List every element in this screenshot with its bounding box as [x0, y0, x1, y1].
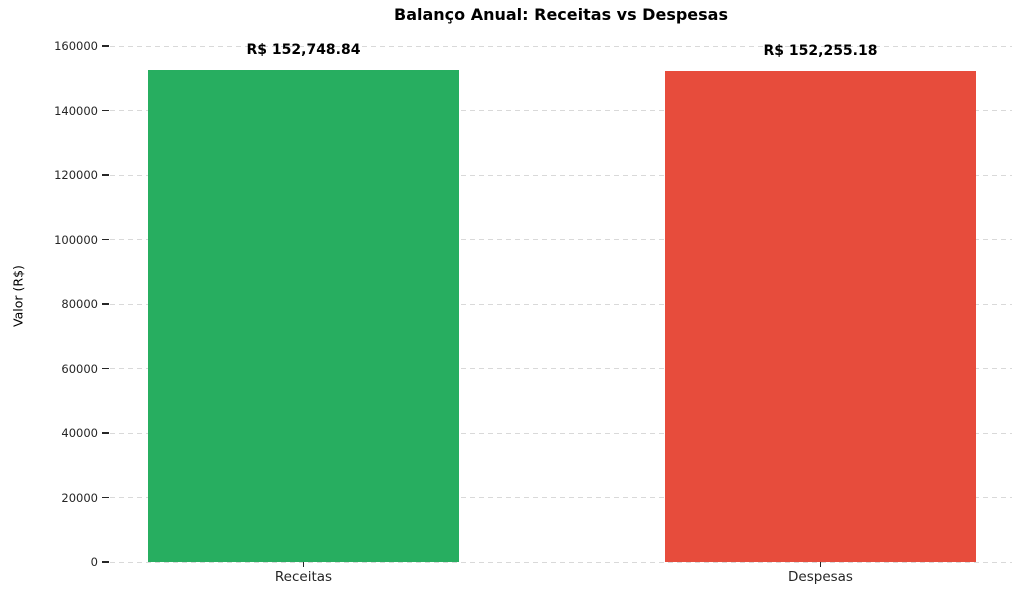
y-tick-label-60000: 60000 — [61, 361, 98, 376]
y-tick-mark-120000 — [102, 174, 109, 176]
y-tick-label-0: 0 — [90, 555, 98, 569]
y-tick-label-140000: 140000 — [54, 103, 98, 118]
x-tick-mark-receitas — [302, 562, 305, 567]
y-tick-label-100000: 100000 — [54, 232, 98, 247]
y-tick-mark-140000 — [102, 109, 109, 112]
bar-despesas — [665, 71, 976, 562]
y-tick-mark-20000 — [102, 496, 109, 499]
y-tick-label-40000: 40000 — [61, 426, 98, 441]
bar-value-label-receitas: R$ 152,748.84 — [246, 41, 361, 58]
y-tick-label-120000: 120000 — [54, 168, 98, 183]
bar-receitas — [148, 69, 459, 562]
chart-title: Balanço Anual: Receitas vs Despesas — [394, 5, 728, 24]
y-tick-mark-40000 — [102, 432, 109, 434]
x-tick-label-receitas: Receitas — [274, 569, 333, 585]
y-tick-mark-0 — [102, 561, 109, 563]
y-tick-mark-100000 — [102, 238, 109, 241]
y-tick-mark-80000 — [102, 303, 109, 305]
y-tick-label-160000: 160000 — [54, 39, 98, 54]
bar-value-label-despesas: R$ 152,255.18 — [763, 43, 878, 60]
y-tick-label-80000: 80000 — [61, 297, 98, 312]
y-tick-mark-160000 — [102, 45, 109, 47]
y-tick-label-20000: 20000 — [61, 490, 98, 505]
y-axis-label: Valor (R$) — [10, 265, 26, 327]
y-tick-mark-60000 — [102, 367, 109, 370]
x-tick-mark-despesas — [819, 562, 822, 567]
x-tick-label-despesas: Despesas — [788, 569, 853, 585]
